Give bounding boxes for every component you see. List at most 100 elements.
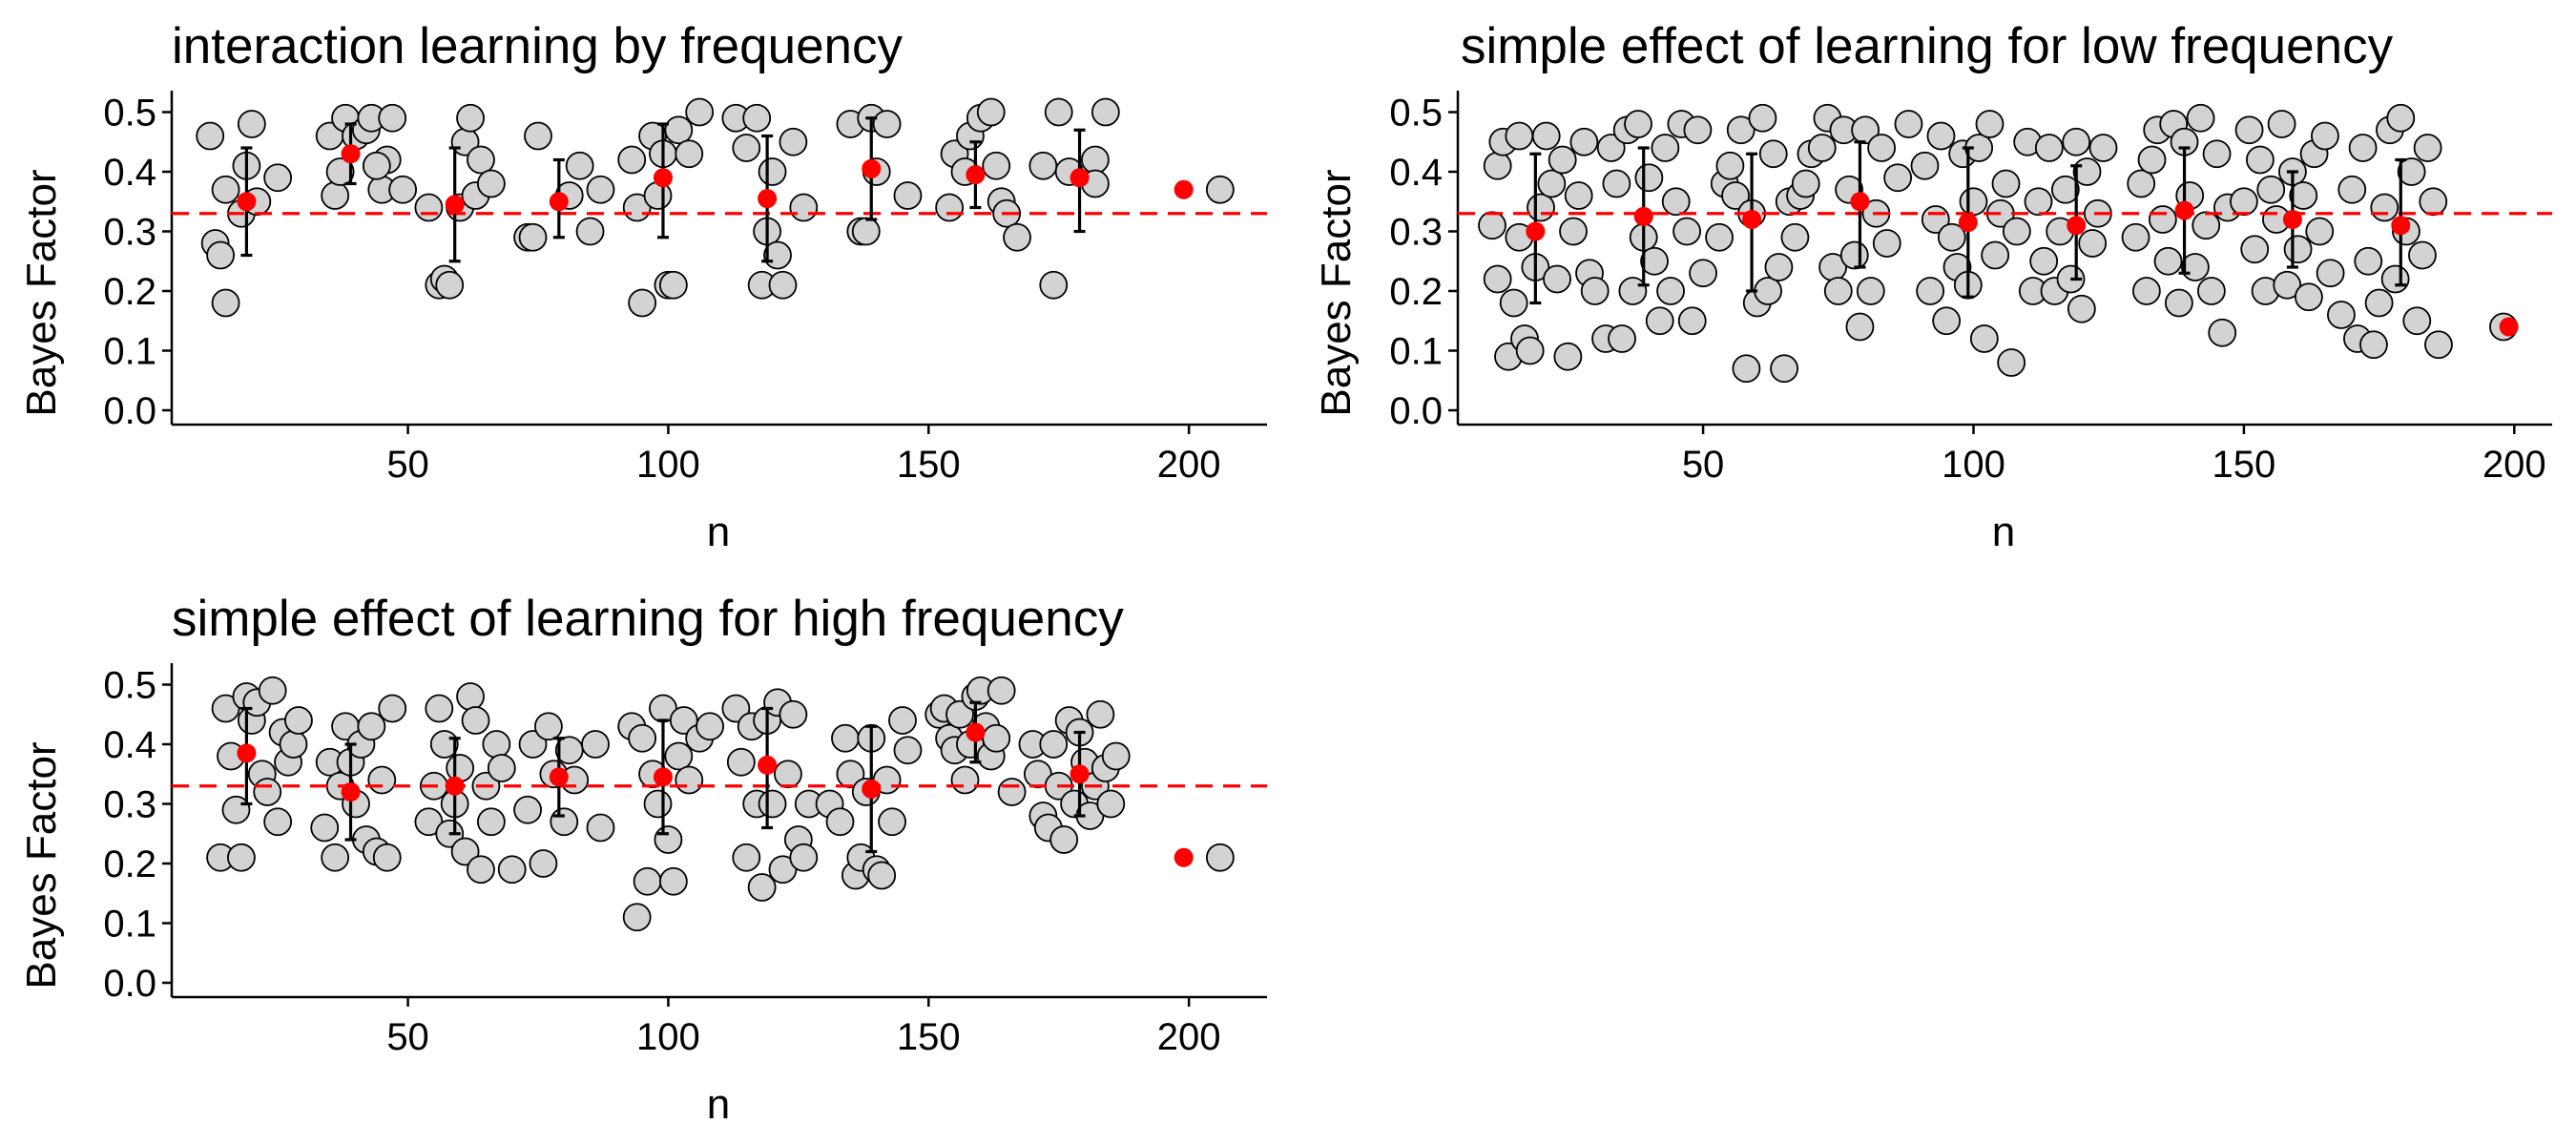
data-point	[1823, 277, 1853, 305]
data-point	[388, 175, 418, 204]
data-point	[2164, 288, 2193, 318]
data-point	[1791, 169, 1820, 198]
data-point	[1932, 306, 1962, 336]
data-point	[237, 110, 266, 138]
y-tick-label: 0.4	[103, 724, 156, 766]
data-point	[456, 682, 485, 711]
x-tick-label: 200	[1157, 1016, 1221, 1058]
mean-point	[966, 722, 986, 742]
data-point	[2419, 187, 2448, 217]
data-point	[362, 151, 391, 180]
data-point	[2316, 259, 2345, 288]
data-point	[1677, 306, 1707, 336]
y-axis-label: Bayes Factor	[1313, 169, 1360, 416]
data-point	[2283, 235, 2313, 264]
data-point	[1499, 288, 1528, 318]
data-point	[2002, 217, 2031, 246]
data-point	[1596, 134, 1626, 162]
data-point	[950, 765, 980, 795]
data-point	[732, 134, 761, 162]
data-point	[654, 825, 683, 854]
data-point	[372, 843, 402, 872]
data-point	[976, 97, 1006, 127]
data-point	[2192, 211, 2221, 240]
data-point	[2402, 306, 2432, 336]
data-point	[450, 837, 480, 866]
data-point	[878, 807, 906, 837]
data-point	[779, 127, 808, 156]
data-point	[513, 795, 542, 824]
x-axis-label: n	[1992, 509, 2015, 555]
data-point	[1991, 169, 2021, 198]
data-point	[1049, 825, 1079, 854]
data-point	[1656, 277, 1685, 305]
data-point	[2240, 235, 2270, 264]
data-point	[2327, 301, 2356, 329]
x-axis-label: n	[707, 509, 730, 555]
y-tick-label: 0.1	[1389, 331, 1443, 373]
y-tick-label: 0.5	[103, 93, 156, 135]
panel-low-frequency: simple effect of learning for low freque…	[1313, 18, 2552, 555]
data-point	[987, 676, 1016, 705]
data-point	[321, 843, 350, 872]
data-point	[867, 861, 897, 890]
data-point	[1705, 222, 1734, 252]
mean-point	[1958, 213, 1978, 233]
y-tick-label: 0.4	[1389, 152, 1443, 194]
data-point	[1645, 306, 1674, 336]
y-tick-label: 0.5	[103, 665, 156, 707]
data-point	[435, 270, 465, 300]
data-point	[211, 175, 240, 204]
data-point	[2267, 110, 2296, 138]
data-point	[1101, 741, 1131, 771]
data-point	[1937, 222, 1966, 252]
x-tick-label: 50	[386, 444, 429, 486]
mean-point	[862, 158, 882, 178]
mean-point	[445, 776, 465, 796]
data-point	[1807, 134, 1837, 162]
y-tick-label: 0.0	[103, 963, 156, 1005]
data-point	[1537, 169, 1567, 198]
data-point	[263, 807, 293, 837]
data-point	[518, 730, 548, 759]
data-point	[2364, 288, 2394, 318]
y-tick-label: 0.1	[103, 904, 156, 946]
data-point	[1883, 163, 1913, 193]
data-point	[467, 855, 495, 885]
data-point	[982, 723, 1011, 753]
data-point	[1926, 121, 1956, 151]
x-tick-label: 150	[897, 1016, 961, 1058]
data-point	[1715, 151, 1745, 180]
data-point	[779, 699, 808, 729]
data-point	[1003, 222, 1031, 252]
data-point	[1505, 121, 1534, 151]
data-point	[2088, 134, 2118, 162]
data-point	[1039, 730, 1069, 759]
data-point	[2311, 121, 2339, 151]
data-point	[997, 778, 1027, 806]
data-point	[414, 193, 444, 222]
data-point	[2337, 175, 2367, 204]
data-point	[617, 145, 647, 175]
data-point	[1672, 217, 1701, 246]
data-point	[2186, 103, 2215, 133]
mean-point	[549, 767, 569, 787]
data-point	[789, 843, 819, 872]
panel-title: simple effect of learning for low freque…	[1461, 18, 2394, 74]
data-point	[2078, 229, 2108, 258]
data-point	[658, 866, 688, 896]
data-point	[831, 723, 860, 753]
x-tick-label: 100	[636, 444, 700, 486]
mean-point	[1070, 764, 1090, 784]
data-point	[2359, 330, 2388, 360]
data-point	[1624, 110, 1652, 138]
x-tick-label: 200	[2483, 444, 2546, 486]
data-point	[1754, 277, 1782, 305]
data-point	[487, 754, 516, 782]
data-point	[1515, 336, 1545, 365]
data-point	[2408, 240, 2437, 270]
data-point	[675, 765, 704, 795]
data-point	[935, 193, 965, 222]
mean-point	[2391, 216, 2411, 236]
mean-point	[653, 767, 673, 787]
